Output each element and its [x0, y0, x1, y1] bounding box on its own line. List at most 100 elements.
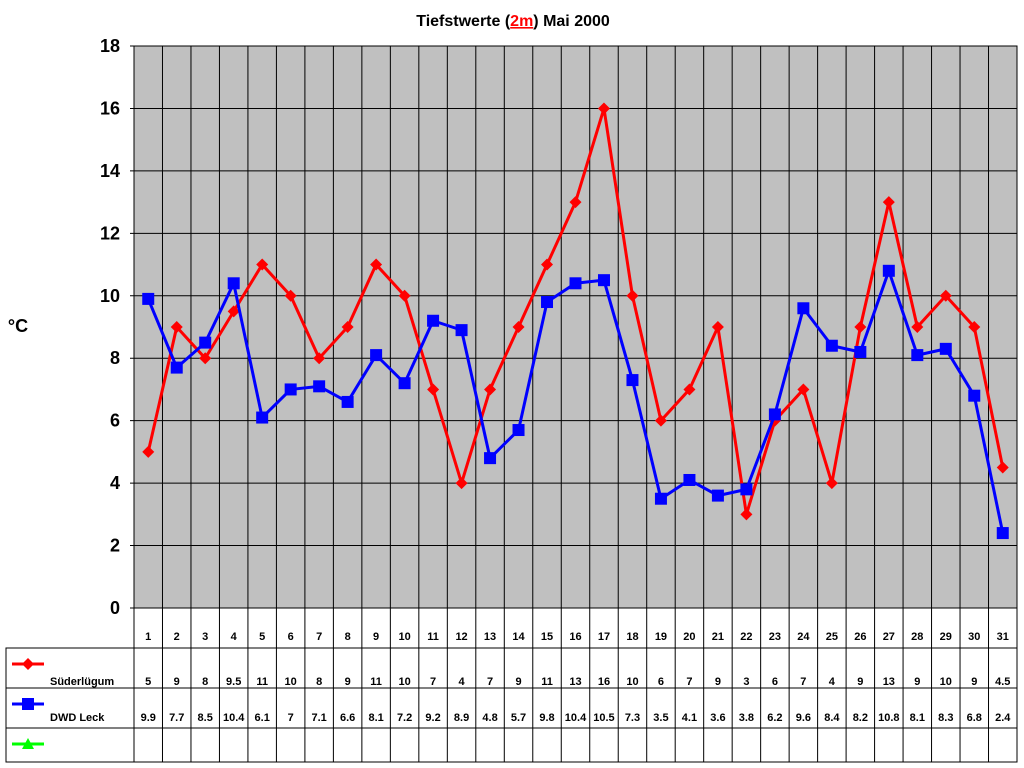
data-point [227, 277, 240, 290]
data-point [512, 424, 525, 437]
data-point [541, 296, 554, 309]
y-tick-label: 8 [110, 348, 120, 368]
x-tick-label: 8 [345, 631, 351, 643]
data-table-cell: 7 [288, 712, 294, 724]
y-tick-label: 0 [110, 598, 120, 618]
data-point [427, 314, 440, 327]
data-table-cell: 4.1 [682, 712, 697, 724]
data-point [654, 492, 667, 505]
data-point [740, 508, 753, 521]
data-point [968, 389, 981, 402]
data-table-cell: 7.3 [625, 712, 640, 724]
data-point [284, 289, 297, 302]
y-tick-label: 12 [100, 223, 120, 243]
data-table-cell: 16 [598, 676, 610, 688]
y-tick-label: 4 [110, 473, 120, 493]
data-table-cell: 11 [370, 676, 382, 688]
x-tick-label: 5 [259, 631, 265, 643]
x-tick-label: 29 [940, 631, 952, 643]
data-table-cell: 13 [569, 676, 581, 688]
data-point [797, 383, 810, 396]
x-tick-label: 13 [484, 631, 496, 643]
data-point [569, 277, 582, 290]
data-point [313, 380, 326, 393]
data-table-cell: 13 [883, 676, 895, 688]
data-point [911, 349, 924, 362]
data-point [797, 302, 810, 315]
data-table-cell: 9 [174, 676, 180, 688]
data-point [455, 477, 468, 490]
data-point [996, 461, 1009, 474]
x-tick-label: 3 [202, 631, 208, 643]
x-tick-label: 30 [968, 631, 980, 643]
x-tick-label: 10 [398, 631, 410, 643]
legend-label: Süderlügum [50, 676, 114, 688]
x-tick-label: 28 [911, 631, 923, 643]
x-tick-label: 12 [455, 631, 467, 643]
data-table-cell: 9 [515, 676, 521, 688]
data-table-frame [133, 607, 1018, 763]
data-point [825, 477, 838, 490]
y-tick-label: 10 [100, 286, 120, 306]
data-point [683, 383, 696, 396]
y-tick-label: 2 [110, 536, 120, 556]
data-table-cell: 7.1 [311, 712, 326, 724]
data-point [626, 289, 639, 302]
data-point [427, 383, 440, 396]
data-table-cell: 10 [285, 676, 297, 688]
x-tick-label: 1 [145, 631, 151, 643]
data-point [768, 408, 781, 421]
data-table-cell: 8.5 [198, 712, 213, 724]
data-table-cell: 10.8 [878, 712, 899, 724]
data-table-cell: 4.5 [995, 676, 1010, 688]
data-table-cell: 6 [658, 676, 664, 688]
data-table: 1 2 3 4 5 6 7 8 9 10 11 12 13 14 15 16 17 18 19 20 21 22 23 24 2… [5, 0, 1018, 763]
x-tick-label: 19 [655, 631, 667, 643]
data-point [484, 383, 497, 396]
data-table-cell: 7 [686, 676, 692, 688]
x-tick-label: 14 [512, 631, 525, 643]
data-table-cell: 8 [316, 676, 322, 688]
data-point [569, 196, 582, 209]
data-table-cell: 11 [541, 676, 553, 688]
data-table-cell: 8 [202, 676, 208, 688]
data-point [854, 321, 867, 333]
legend-swatch-marker [22, 658, 34, 670]
legend-label: DWD Leck [50, 712, 105, 724]
x-tick-label: 24 [797, 631, 810, 643]
data-point [882, 196, 895, 209]
legend-swatch-marker [22, 698, 34, 710]
data-point [740, 483, 753, 496]
data-table-cell: 9.5 [226, 676, 241, 688]
data-table-cell: 10 [626, 676, 638, 688]
data-table-cell: 6.2 [767, 712, 782, 724]
data-point [313, 352, 326, 365]
data-table-cell: 6.1 [255, 712, 270, 724]
data-point [882, 264, 895, 277]
data-point [484, 452, 497, 465]
legend-swatch-marker [22, 738, 34, 749]
data-point [199, 336, 212, 349]
data-table-cell: 10.4 [565, 712, 587, 724]
data-table-cell: 7 [487, 676, 493, 688]
data-table-cell: 10 [940, 676, 952, 688]
y-tick-label: 6 [110, 411, 120, 431]
data-point [142, 445, 155, 458]
data-table-cell: 3.8 [739, 712, 754, 724]
data-point [711, 321, 724, 333]
data-point [370, 258, 383, 271]
x-tick-label: 2 [174, 631, 180, 643]
data-table-cell: 5 [145, 676, 151, 688]
data-point [170, 361, 183, 374]
data-table-cell: 4.8 [482, 712, 497, 724]
x-tick-label: 11 [427, 631, 439, 643]
y-tick-label: 16 [100, 98, 120, 118]
x-tick-label: 31 [997, 631, 1009, 643]
data-point [341, 395, 354, 408]
x-tick-label: 9 [373, 631, 379, 643]
data-table-cell: 8.3 [938, 712, 953, 724]
data-table-cell: 3 [743, 676, 749, 688]
chart-title-suffix: ) Mai 2000 [533, 13, 610, 30]
data-table-cell: 7.2 [397, 712, 412, 724]
data-point [284, 383, 297, 396]
